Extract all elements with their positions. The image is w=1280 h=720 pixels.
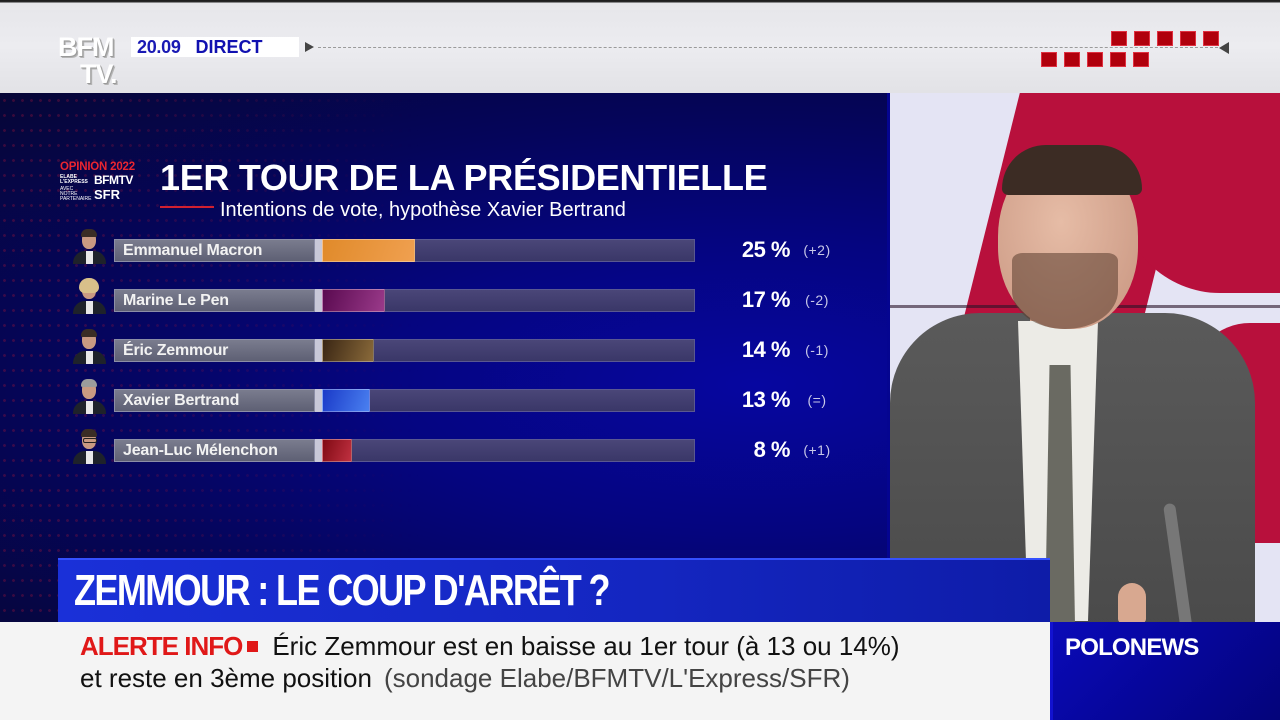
timeline-dashed-line xyxy=(318,47,1218,48)
candidate-name: Éric Zemmour xyxy=(123,342,229,359)
bar-track xyxy=(322,439,695,462)
vote-percentage: 25 % xyxy=(741,237,791,262)
poll-row: Xavier Bertrand 13 % (=) xyxy=(0,379,890,429)
candidate-name: Emmanuel Macron xyxy=(123,242,263,259)
badge-sfr: SFR xyxy=(94,187,120,202)
red-square-icon xyxy=(1110,52,1126,67)
presenter-figure xyxy=(890,93,1280,623)
top-bar: BFM TV. 20.09 DIRECT xyxy=(0,0,1280,93)
red-square-icon xyxy=(1157,31,1173,46)
program-name: POLONEWS xyxy=(1065,634,1199,661)
red-square-icon xyxy=(1064,52,1080,67)
vote-change: (-2) xyxy=(805,292,829,308)
red-square-icon xyxy=(1180,31,1196,46)
bar-fill xyxy=(322,339,374,362)
bar-separator xyxy=(315,289,322,312)
live-time-box: 20.09 DIRECT xyxy=(131,37,299,57)
candidate-name-bar: Éric Zemmour xyxy=(114,339,315,362)
red-square-icon xyxy=(1203,31,1219,46)
ticker-text-1: Éric Zemmour est en baisse au 1er tour (… xyxy=(272,631,900,661)
candidate-avatar xyxy=(71,377,108,414)
vote-percentage: 17 % xyxy=(741,287,791,312)
red-square-icon xyxy=(1133,52,1149,67)
candidate-name-bar: Xavier Bertrand xyxy=(114,389,315,412)
candidate-avatar xyxy=(71,277,108,314)
vote-percentage: 8 % xyxy=(753,437,791,462)
red-square-icon xyxy=(1087,52,1103,67)
title-red-rule xyxy=(160,206,214,208)
vote-change: (+1) xyxy=(803,442,831,458)
logo-line-1: BFM xyxy=(58,32,114,62)
logo-line-2: TV. xyxy=(80,59,118,89)
bar-track xyxy=(322,389,695,412)
candidate-name-bar: Marine Le Pen xyxy=(114,289,315,312)
bar-track xyxy=(322,339,695,362)
opinion-2022-badge: OPINION 2022 ELABE L'EXPRESS BFMTV AVEC … xyxy=(60,161,155,202)
bar-separator xyxy=(315,439,322,462)
clock-time: 20.09 xyxy=(137,36,181,57)
vote-percentage: 13 % xyxy=(741,387,791,412)
badge-avec-partenaire: AVEC NOTRE PARTENAIRE xyxy=(60,186,92,202)
candidate-avatar xyxy=(71,427,108,464)
headline-band: ZEMMOUR : LE COUP D'ARRÊT ? xyxy=(58,558,1050,622)
bar-separator xyxy=(315,389,322,412)
ticker-line-2: et reste en 3ème position (sondage Elabe/… xyxy=(80,663,850,694)
bar-fill xyxy=(322,439,352,462)
panel-divider xyxy=(887,93,890,623)
chart-title: 1ER TOUR DE LA PRÉSIDENTIELLE xyxy=(160,157,768,198)
presenter-video xyxy=(890,93,1280,623)
vote-change: (-1) xyxy=(805,342,829,358)
studio-backdrop-shape xyxy=(1120,93,1280,293)
bfmtv-logo: BFM TV. xyxy=(58,34,128,94)
badge-bfmtv: BFMTV xyxy=(94,173,133,187)
headline-text: ZEMMOUR : LE COUP D'ARRÊT ? xyxy=(74,566,611,615)
red-square-icon xyxy=(1041,52,1057,67)
candidate-avatar xyxy=(71,227,108,264)
red-square-icon xyxy=(1111,31,1127,46)
candidate-name: Xavier Bertrand xyxy=(123,392,240,409)
vote-percentage: 14 % xyxy=(741,337,791,362)
reverse-arrow-icon xyxy=(1219,42,1229,54)
vote-change: (=) xyxy=(807,392,827,408)
red-square-icon xyxy=(1134,31,1150,46)
poll-row: Éric Zemmour 14 % (-1) xyxy=(0,329,890,379)
badge-title: OPINION 2022 xyxy=(60,161,135,173)
chart-subtitle: Intentions de vote, hypothèse Xavier Ber… xyxy=(220,199,626,221)
ticker-text-2: et reste en 3ème position xyxy=(80,663,372,693)
candidate-name-bar: Emmanuel Macron xyxy=(114,239,315,262)
candidate-name: Marine Le Pen xyxy=(123,292,229,309)
bar-fill xyxy=(322,289,385,312)
poll-row: Jean-Luc Mélenchon 8 % (+1) xyxy=(0,429,890,479)
bar-separator xyxy=(315,239,322,262)
live-label: DIRECT xyxy=(195,36,263,57)
ticker-source: (sondage Elabe/BFMTV/L'Express/SFR) xyxy=(383,663,850,693)
program-label: POLONEWS xyxy=(1050,622,1280,720)
poll-graphic-panel: OPINION 2022 ELABE L'EXPRESS BFMTV AVEC … xyxy=(0,93,890,623)
poll-row: Emmanuel Macron 25 % (+2) xyxy=(0,229,890,279)
candidate-avatar xyxy=(71,327,108,364)
vote-change: (+2) xyxy=(803,242,831,258)
bar-separator xyxy=(315,339,322,362)
alert-info-label: ALERTE INFO xyxy=(80,631,243,661)
news-ticker: ALERTE INFO Éric Zemmour est en baisse au… xyxy=(0,622,1050,720)
candidate-name-bar: Jean-Luc Mélenchon xyxy=(114,439,315,462)
alert-square-icon xyxy=(247,640,259,652)
candidate-name: Jean-Luc Mélenchon xyxy=(123,442,278,459)
bar-fill xyxy=(322,239,415,262)
play-arrow-icon xyxy=(305,42,314,52)
ticker-line-1: ALERTE INFO Éric Zemmour est en baisse au… xyxy=(80,631,900,662)
poll-row: Marine Le Pen 17 % (-2) xyxy=(0,278,890,329)
badge-partners: ELABE L'EXPRESS xyxy=(60,174,88,185)
bar-fill xyxy=(322,389,370,412)
